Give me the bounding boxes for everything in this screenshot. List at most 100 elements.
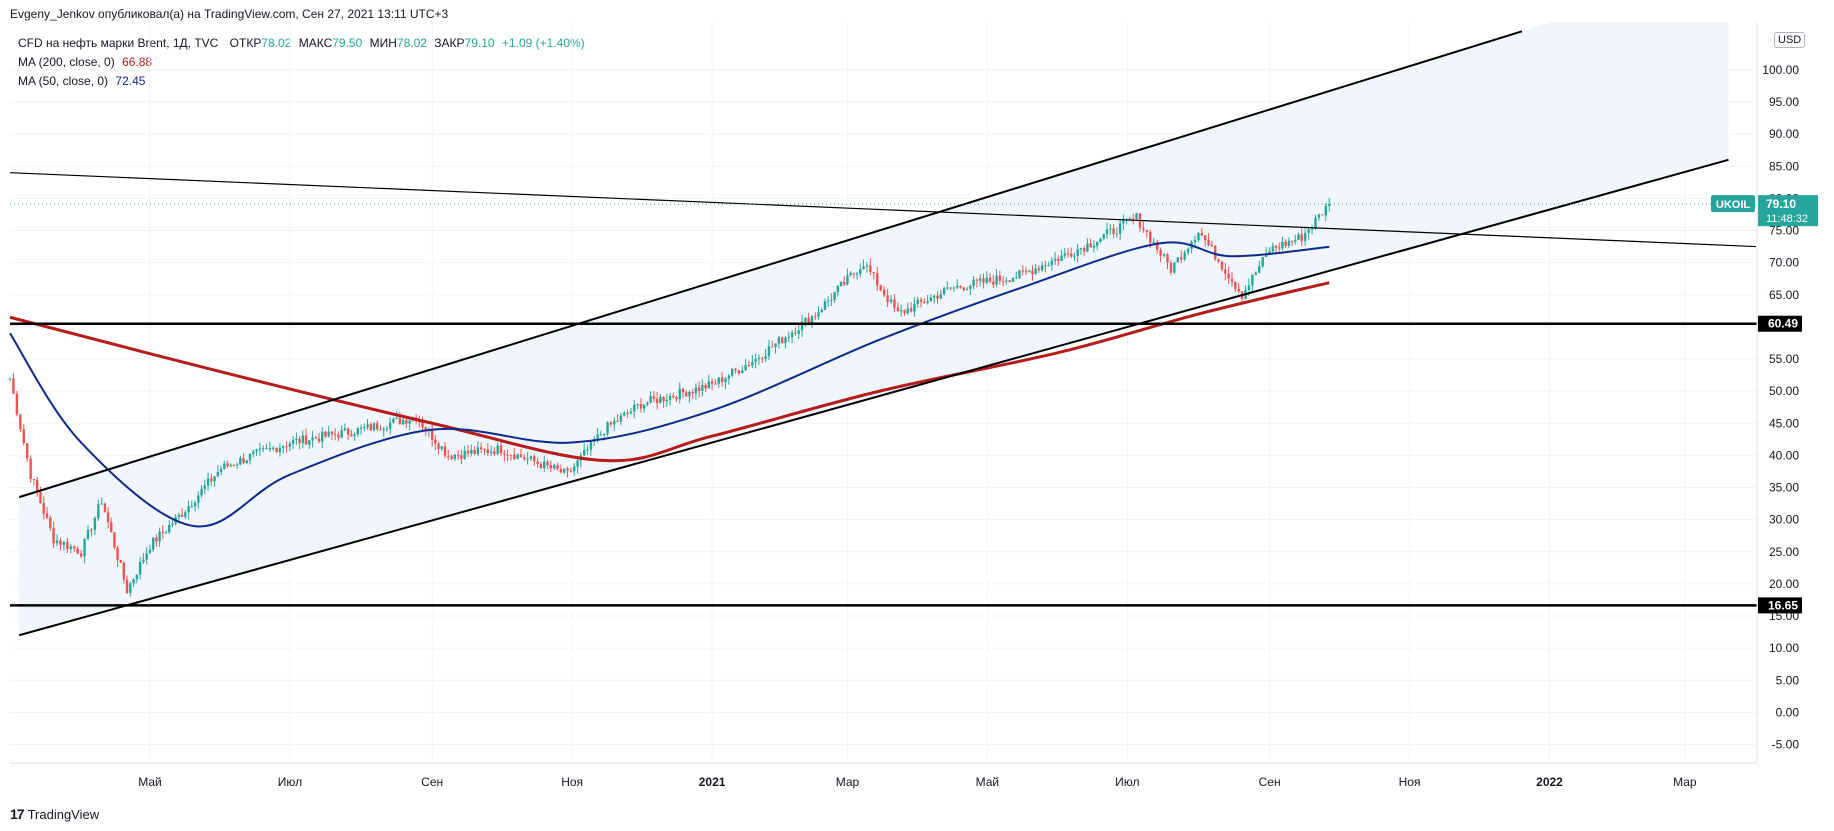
candle-body xyxy=(1166,254,1169,263)
candle-body xyxy=(956,285,959,288)
candle-body xyxy=(777,337,781,344)
candle-body xyxy=(1089,243,1092,248)
candle-body xyxy=(453,454,457,459)
candle-body xyxy=(1224,269,1227,274)
candle-body xyxy=(820,309,823,313)
publish-info: Evgeny_Jenkov опубликовал(а) на TradingV… xyxy=(10,7,449,21)
candle-body xyxy=(865,265,869,267)
candle-body xyxy=(132,579,135,584)
candle-body xyxy=(754,358,757,362)
candle-body xyxy=(757,358,761,360)
candle-body xyxy=(1057,258,1060,261)
candle-body xyxy=(1169,262,1173,273)
candle-body xyxy=(158,531,161,542)
candle-body xyxy=(1028,270,1031,272)
candle-body xyxy=(470,450,473,454)
time-axis-label: Июл xyxy=(278,775,302,789)
candle-body xyxy=(774,343,777,347)
price-tick-label: 55.00 xyxy=(1769,352,1799,366)
candle-body xyxy=(1122,219,1125,224)
time-axis-label: Сен xyxy=(421,775,443,789)
candle-body xyxy=(823,301,827,310)
candle-body xyxy=(1044,265,1047,267)
candle-body xyxy=(187,506,190,513)
candle-body xyxy=(659,396,662,404)
candle-body xyxy=(1040,265,1044,271)
candle-body xyxy=(619,415,623,422)
candle-body xyxy=(903,310,906,314)
candle-body xyxy=(1258,266,1261,273)
candle-body xyxy=(405,419,408,424)
candle-body xyxy=(408,420,411,424)
candle-body xyxy=(288,443,292,447)
candle-body xyxy=(113,532,116,548)
candle-body xyxy=(730,368,734,376)
candle-body xyxy=(32,478,36,480)
legend-close-label: ЗАКР xyxy=(434,36,465,50)
candle-body xyxy=(1086,243,1089,252)
candle-body xyxy=(1290,240,1294,242)
candle-body xyxy=(1173,262,1176,273)
candle-body xyxy=(717,377,720,384)
candle-body xyxy=(972,279,975,286)
candle-body xyxy=(876,273,879,286)
legend-ma50-label: MA (50, close, 0) xyxy=(18,74,109,88)
symbol-tag xyxy=(1711,195,1755,213)
candle-body xyxy=(1268,251,1271,254)
candle-body xyxy=(363,427,366,429)
candle-body xyxy=(223,463,226,469)
candle-body xyxy=(285,446,288,448)
candle-body xyxy=(807,317,810,324)
candle-body xyxy=(496,445,499,455)
candle-body xyxy=(771,346,774,348)
candle-body xyxy=(1203,235,1207,241)
candle-body xyxy=(353,434,356,437)
candle-body xyxy=(678,388,681,400)
candle-body xyxy=(463,450,466,459)
candle-body xyxy=(1099,238,1102,242)
tradingview-logo-icon: 17 xyxy=(10,806,25,822)
trend-line xyxy=(9,172,1757,248)
ma200-line xyxy=(9,281,1330,463)
tradingview-brand[interactable]: 17 TradingView xyxy=(10,806,99,822)
candle-body xyxy=(1092,245,1096,248)
candle-body xyxy=(919,299,923,302)
candle-body xyxy=(486,449,489,453)
candle-body xyxy=(66,541,69,549)
candle-body xyxy=(1142,227,1145,230)
candle-body xyxy=(346,428,350,435)
candle-body xyxy=(543,461,546,469)
candle-body xyxy=(1230,278,1234,282)
price-tick-label: 95.00 xyxy=(1769,95,1799,109)
candle-body xyxy=(138,561,142,575)
candle-body xyxy=(1324,205,1328,216)
candle-body xyxy=(193,502,197,507)
legend-high-value: 79.50 xyxy=(332,36,363,50)
candle-body xyxy=(942,288,946,295)
brand-name: TradingView xyxy=(27,806,100,822)
candle-body xyxy=(616,421,619,423)
candle-body xyxy=(949,287,952,289)
candle-body xyxy=(184,512,187,517)
trend-line xyxy=(18,30,1523,499)
candle-body xyxy=(447,455,450,457)
candle-body xyxy=(519,454,523,458)
currency-label[interactable]: USD xyxy=(1774,32,1806,48)
candle-body xyxy=(697,387,701,391)
candle-body xyxy=(39,492,42,504)
candle-body xyxy=(1076,249,1079,256)
candle-body xyxy=(559,468,563,473)
candle-body xyxy=(1034,268,1037,275)
candle-body xyxy=(1220,261,1224,270)
candle-body xyxy=(599,434,603,436)
legend-symbol-row: CFD на нефть марки Brent, 1Д, TVC ОТКР78… xyxy=(18,34,585,53)
time-axis-label: 2021 xyxy=(699,775,726,789)
candle-body xyxy=(1095,241,1099,246)
last-price-value: 79.10 xyxy=(1766,197,1796,211)
candle-body xyxy=(499,445,503,454)
candle-body xyxy=(889,299,893,303)
countdown-value: 11:48:32 xyxy=(1766,213,1808,225)
candle-body xyxy=(460,455,463,459)
candle-body xyxy=(900,310,903,312)
